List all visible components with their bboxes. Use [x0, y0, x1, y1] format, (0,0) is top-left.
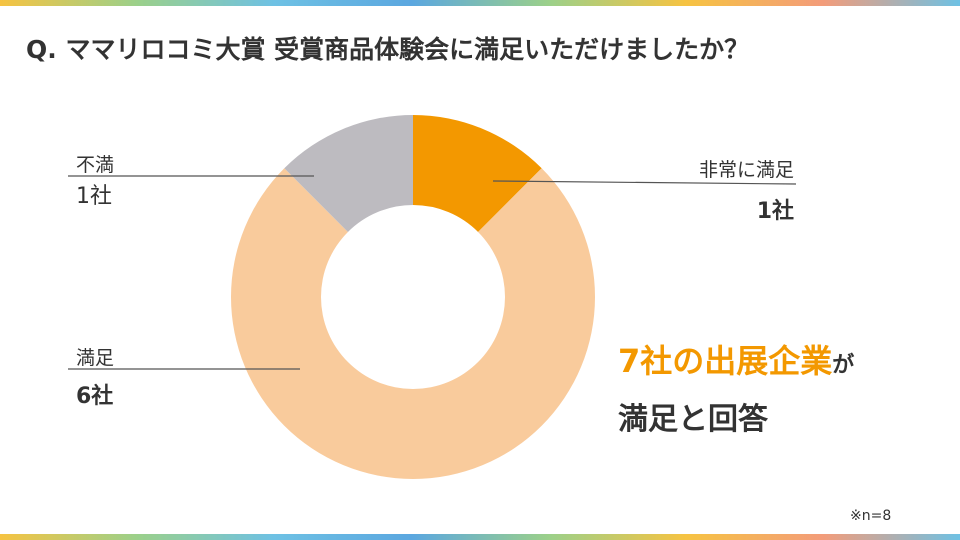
label-dissatisfied-name: 不満 — [76, 154, 115, 176]
label-very-satisfied-value: 1社 — [756, 199, 794, 224]
label-dissatisfied-value: 1社 — [76, 184, 112, 209]
leader-line-very-satisfied — [492, 180, 797, 185]
headline-line2: 満足と回答 — [618, 402, 768, 437]
slice-satisfied — [231, 168, 596, 480]
top-rainbow-stripe — [0, 0, 960, 6]
headline-highlight: 7社の出展企業 — [618, 342, 833, 380]
label-satisfied-name: 満足 — [76, 347, 115, 369]
slice-very-satisfied — [413, 115, 542, 232]
label-very-satisfied-name: 非常に満足 — [698, 159, 794, 181]
label-satisfied-value: 6社 — [76, 384, 114, 409]
headline-callout: 7社の出展企業が 満足と回答 — [618, 336, 854, 438]
sample-size-note: ※n=8 — [850, 508, 892, 524]
slice-dissatisfied — [284, 115, 413, 232]
bottom-rainbow-stripe — [0, 534, 960, 540]
page-title: Q. ママリロコミ大賞 受賞商品体験会に満足いただけましたか？ — [26, 35, 750, 64]
headline-particle: が — [832, 353, 855, 378]
